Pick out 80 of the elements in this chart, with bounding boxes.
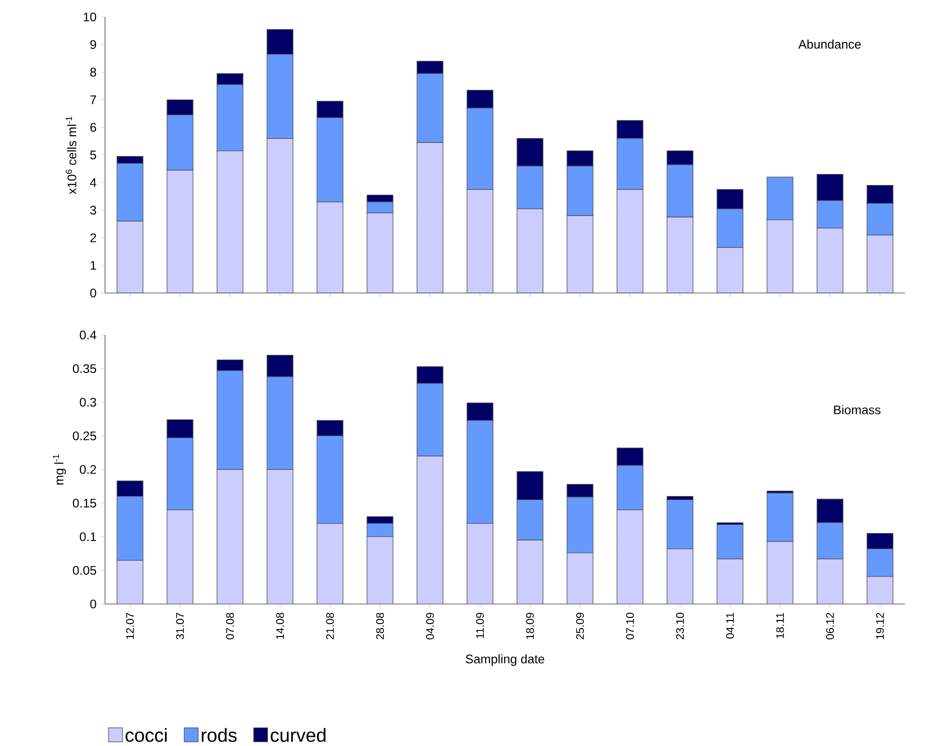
y-tick-label: 2	[90, 233, 96, 242]
bar	[766, 492, 794, 542]
bar	[116, 220, 144, 293]
x-tick-label: 06.12	[826, 612, 834, 640]
bar	[666, 499, 694, 550]
y-tick-label: 0	[90, 288, 96, 298]
legend-label: curved	[270, 728, 326, 742]
bar	[716, 558, 744, 604]
y-tick-label: 4	[90, 178, 96, 187]
x-axis-title: Sampling date	[466, 654, 544, 666]
y-axis-title: x10$^{6}$ cells ml$^{-1}$	[66, 116, 76, 194]
bar	[766, 176, 794, 220]
y-tick-label: 7	[90, 96, 96, 104]
bar	[866, 576, 894, 604]
bar	[316, 522, 344, 604]
x-tick-label: 18.11	[776, 612, 784, 638]
bar	[116, 560, 144, 604]
bar	[166, 170, 194, 293]
bar	[416, 456, 444, 604]
bar	[266, 138, 294, 293]
text: Biomass	[834, 405, 880, 414]
y-tick-label: 0.35	[72, 364, 96, 374]
x-tick-label: 04.11	[726, 612, 734, 639]
bar	[366, 212, 394, 293]
x-tick-label: 11.09	[476, 612, 484, 638]
bar	[566, 552, 594, 604]
bar	[366, 536, 394, 604]
y-tick-label: 0.15	[72, 498, 96, 508]
y-tick-label: 8	[90, 68, 96, 77]
x-tick-label: 07.10	[626, 612, 634, 640]
legend-label: rods	[202, 728, 237, 742]
x-tick-label: 14.08	[276, 612, 284, 639]
bar	[516, 208, 544, 293]
y-tick-label: 1	[90, 261, 96, 270]
y-tick-label: 6	[90, 122, 96, 132]
bar	[816, 228, 844, 293]
bar	[866, 234, 894, 293]
x-tick-label: 19.12	[876, 612, 884, 639]
y-tick-label: 9	[90, 40, 96, 49]
x-tick-label: 18.09	[526, 612, 534, 639]
bar	[466, 522, 494, 604]
bar	[666, 216, 694, 293]
y-tick-label: 10	[84, 12, 96, 22]
bar	[616, 189, 644, 293]
legend-label: cocci	[126, 728, 167, 742]
bar	[166, 510, 194, 604]
y-tick-label: 0.2	[80, 465, 96, 474]
bar	[666, 548, 694, 604]
bar	[216, 150, 244, 293]
x-tick-label: 23.10	[676, 612, 684, 640]
y-tick-label: 0.05	[72, 566, 96, 575]
bar	[516, 540, 544, 604]
text: Abundance	[798, 40, 861, 49]
bar	[566, 215, 594, 293]
x-tick-label: 31.07	[176, 612, 184, 640]
bar	[766, 220, 794, 293]
y-tick-label: 0	[90, 600, 96, 608]
y-tick-label: 0.3	[80, 398, 96, 407]
x-tick-label: 07.08	[226, 612, 234, 640]
y-tick-label: 5	[90, 150, 96, 160]
y-axis-title: mg l$^{-1}$	[52, 454, 66, 485]
bar	[716, 247, 744, 293]
x-tick-label: 25.09	[576, 612, 584, 640]
bar	[766, 541, 794, 604]
y-tick-label: 0.4	[80, 330, 96, 340]
bar	[266, 469, 294, 604]
bar	[716, 524, 744, 560]
bar	[316, 202, 344, 293]
y-tick-label: 3	[90, 206, 96, 215]
x-tick-label: 28.08	[376, 612, 384, 640]
bar	[816, 558, 844, 604]
bar	[416, 142, 444, 293]
bar	[216, 469, 244, 604]
x-tick-label: 12.07	[126, 612, 134, 639]
bar	[616, 510, 644, 604]
y-tick-label: 0.25	[72, 431, 96, 440]
x-tick-label: 04.09	[426, 612, 434, 640]
bar	[466, 189, 494, 293]
x-tick-label: 21.08	[326, 612, 334, 640]
y-tick-label: 0.1	[80, 532, 96, 542]
